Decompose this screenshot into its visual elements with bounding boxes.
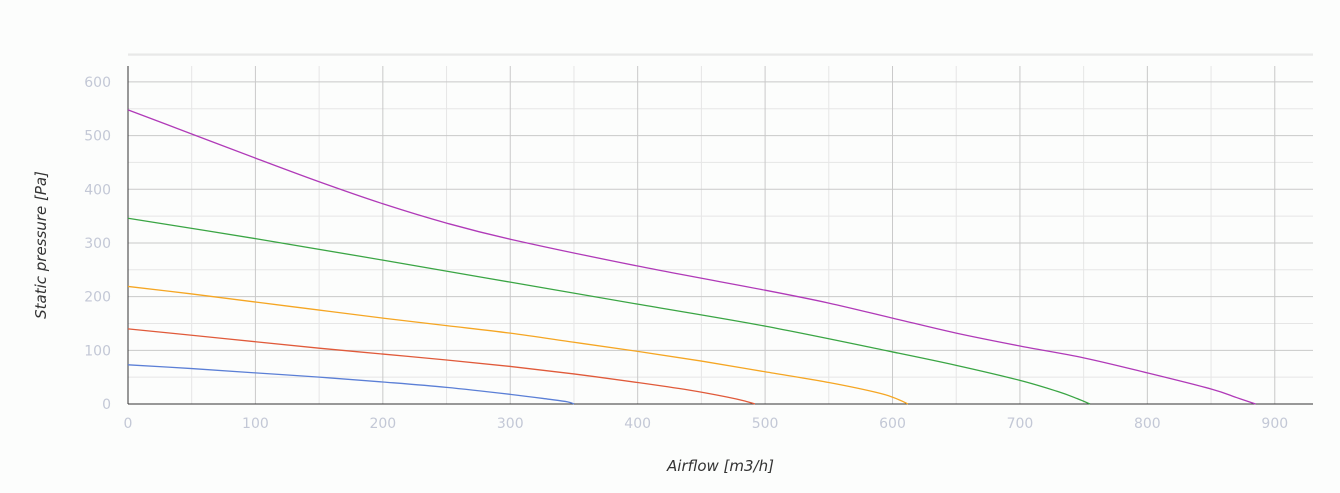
x-tick-labels: 0 100 200 300 400 500 600 700 800 900: [124, 416, 1289, 432]
x-tick-label: 200: [369, 416, 396, 432]
x-tick-label: 600: [879, 416, 906, 432]
axes: [127, 66, 1313, 405]
series-line-5: [127, 109, 1256, 405]
series-line-3: [127, 285, 909, 405]
y-tick-label: 200: [84, 290, 111, 306]
y-tick-label: 600: [84, 75, 111, 91]
x-tick-label: 900: [1261, 416, 1288, 432]
x-tick-label: 800: [1134, 416, 1161, 432]
series-lines: [127, 109, 1256, 405]
y-tick-label: 400: [84, 182, 111, 198]
grid: [128, 53, 1313, 404]
y-tick-label: 500: [84, 129, 111, 145]
series-line-1: [127, 364, 575, 405]
x-tick-label: 700: [1007, 416, 1034, 432]
x-tick-label: 100: [242, 416, 269, 432]
y-tick-label: 0: [102, 397, 111, 413]
y-tick-labels: 0 100 200 300 400 500 600: [84, 75, 111, 413]
series-line-4: [127, 217, 1091, 405]
x-tick-label: 400: [624, 416, 651, 432]
y-tick-label: 300: [84, 236, 111, 252]
x-tick-label: 300: [497, 416, 524, 432]
x-tick-label: 0: [124, 416, 133, 432]
x-axis-title: Airflow [m3/h]: [666, 457, 774, 475]
y-axis-title: Static pressure [Pa]: [32, 171, 50, 319]
x-tick-label: 500: [752, 416, 779, 432]
y-tick-label: 100: [84, 343, 111, 359]
series-line-2: [127, 328, 756, 405]
